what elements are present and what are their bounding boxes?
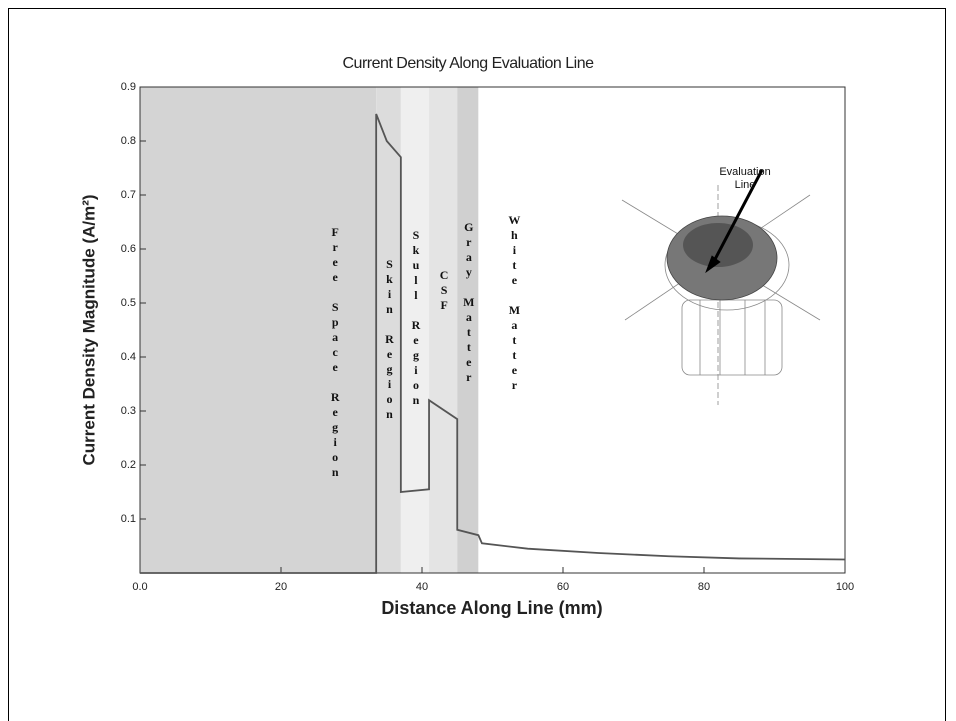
x-tick-label: 0.0 [132, 581, 147, 593]
y-tick-label: 0.3 [121, 405, 136, 417]
y-tick-label: 0.7 [121, 189, 136, 201]
y-axis-label: Current Density Magnitude (A/m²) [79, 194, 98, 465]
chart: Current Density Along Evaluation Line Di… [0, 0, 956, 721]
y-tick-label: 0.5 [121, 297, 136, 309]
y-tick-label: 0.6 [121, 243, 136, 255]
annotation: Evaluation Line [715, 166, 775, 192]
y-tick-label: 0.4 [121, 351, 136, 363]
y-tick-label: 0.1 [121, 513, 136, 525]
y-tick-label: 0.8 [121, 135, 136, 147]
x-axis-label: Distance Along Line (mm) [381, 598, 602, 618]
region-band [429, 87, 457, 573]
x-tick-label: 80 [698, 581, 710, 593]
region-label: Gray Matter [461, 220, 476, 385]
chart-title: Current Density Along Evaluation Line [343, 55, 595, 72]
page: Current Density Along Evaluation Line Di… [0, 0, 956, 721]
x-tick-label: 60 [557, 581, 569, 593]
region-label: CSF [436, 268, 451, 313]
region-label: Skin Region [382, 257, 397, 422]
region-label: Free Space Region [327, 225, 342, 480]
x-tick-label: 100 [836, 581, 854, 593]
y-tick-label: 0.2 [121, 459, 136, 471]
x-tick-label: 40 [416, 581, 428, 593]
region-label: Skull Region [408, 228, 423, 408]
x-tick-label: 20 [275, 581, 287, 593]
region-band [478, 87, 845, 573]
y-tick-label: 0.9 [121, 81, 136, 93]
region-label: White Matter [506, 213, 521, 393]
